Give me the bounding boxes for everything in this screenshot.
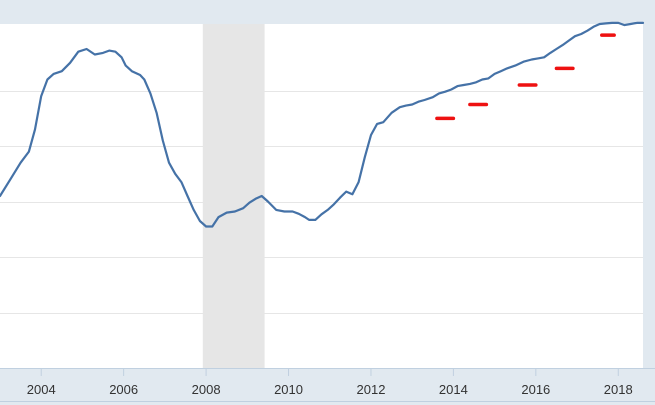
- tick-layer: 2004 2006 2008 2010 2012 2014 2016 2018: [27, 382, 633, 397]
- x-tick-label: 2006: [109, 382, 138, 397]
- annotation-layer: [435, 33, 616, 121]
- grid-layer: [0, 91, 643, 314]
- x-tick-label: 2008: [192, 382, 221, 397]
- series-layer: [0, 21, 645, 228]
- axis-layer: [0, 368, 655, 402]
- x-tick-label: 2004: [27, 382, 56, 397]
- series-line: [0, 21, 645, 228]
- x-tick-label: 2018: [604, 382, 633, 397]
- x-tick-label: 2012: [357, 382, 386, 397]
- x-tick-label: 2010: [274, 382, 303, 397]
- x-tick-label: 2014: [439, 382, 468, 397]
- recession-layer: [202, 24, 265, 368]
- recession-band: [202, 24, 265, 368]
- x-tick-label: 2016: [521, 382, 550, 397]
- plot-background: [0, 24, 643, 368]
